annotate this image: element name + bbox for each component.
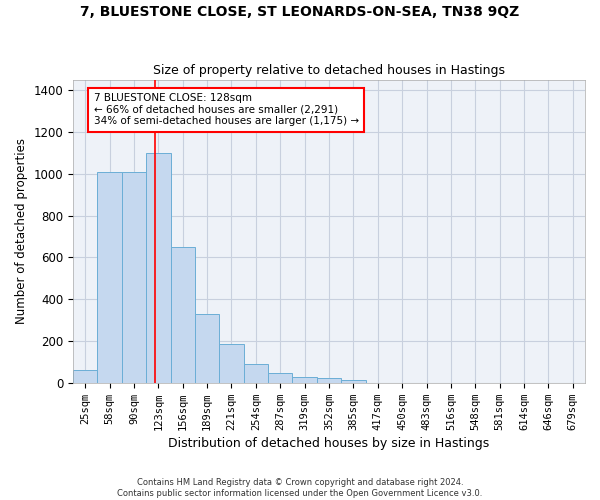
X-axis label: Distribution of detached houses by size in Hastings: Distribution of detached houses by size …	[169, 437, 490, 450]
Bar	[122, 172, 146, 383]
Bar	[97, 172, 122, 383]
Bar	[170, 247, 195, 383]
Bar	[220, 344, 244, 383]
Text: 7 BLUESTONE CLOSE: 128sqm
← 66% of detached houses are smaller (2,291)
34% of se: 7 BLUESTONE CLOSE: 128sqm ← 66% of detac…	[94, 93, 359, 126]
Bar	[268, 374, 292, 383]
Bar	[146, 153, 170, 383]
Text: 7, BLUESTONE CLOSE, ST LEONARDS-ON-SEA, TN38 9QZ: 7, BLUESTONE CLOSE, ST LEONARDS-ON-SEA, …	[80, 5, 520, 19]
Text: Contains HM Land Registry data © Crown copyright and database right 2024.
Contai: Contains HM Land Registry data © Crown c…	[118, 478, 482, 498]
Bar	[341, 380, 365, 383]
Title: Size of property relative to detached houses in Hastings: Size of property relative to detached ho…	[153, 64, 505, 77]
Bar	[244, 364, 268, 383]
Bar	[73, 370, 97, 383]
Bar	[195, 314, 220, 383]
Y-axis label: Number of detached properties: Number of detached properties	[15, 138, 28, 324]
Bar	[292, 376, 317, 383]
Bar	[317, 378, 341, 383]
